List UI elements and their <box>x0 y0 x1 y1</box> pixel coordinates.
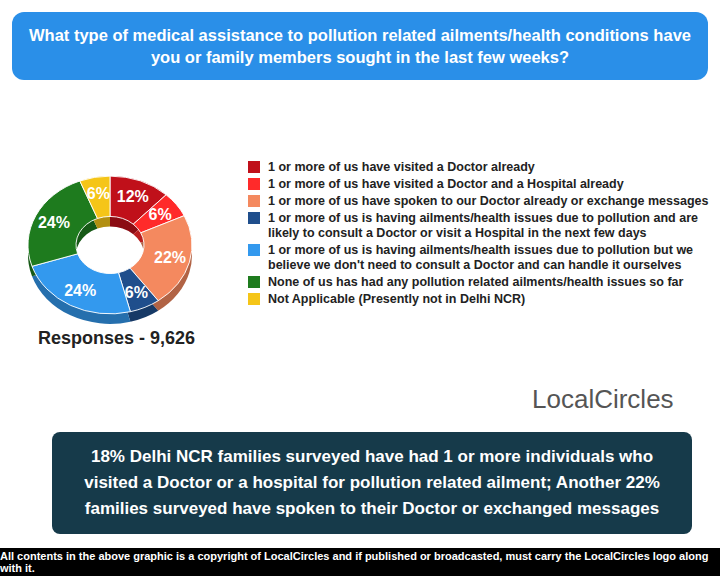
html-text:1 or more of us is having ailm: 1 or more of us is having ailments/healt… <box>268 243 694 272</box>
html-text:All contents in the above grap: All contents in the above graphic is a c… <box>0 550 709 574</box>
svg-text:12%: 12% <box>117 188 149 205</box>
svg-text:6%: 6% <box>125 284 148 301</box>
html-text:What type of medical assistanc: What type of medical assistance to pollu… <box>29 26 691 66</box>
html-text:1 or more of us have visited a: 1 or more of us have visited a Doctor al… <box>268 160 535 174</box>
html-text:Not Applicable (Presently not: Not Applicable (Presently not in Delhi N… <box>268 292 526 306</box>
svg-text:6%: 6% <box>87 185 110 202</box>
html-text:LocalCircles: LocalCircles <box>532 384 674 414</box>
html-text:1 or more of us have spoken to: 1 or more of us have spoken to our Docto… <box>268 194 709 208</box>
html-text:None of us has had any polluti: None of us has had any pollution related… <box>268 275 684 289</box>
svg-text:22%: 22% <box>154 249 186 266</box>
svg-text:24%: 24% <box>64 282 96 299</box>
html-text:Responses - 9,626: Responses - 9,626 <box>38 328 196 348</box>
svg-text:6%: 6% <box>149 206 172 223</box>
svg-text:24%: 24% <box>38 214 70 231</box>
html-text:1 or more of us is having ailm: 1 or more of us is having ailments/healt… <box>268 211 698 240</box>
html-text:18% Delhi NCR families surveye: 18% Delhi NCR families surveyed have had… <box>84 447 660 518</box>
html-text:1 or more of us have visited a: 1 or more of us have visited a Doctor an… <box>268 177 624 191</box>
